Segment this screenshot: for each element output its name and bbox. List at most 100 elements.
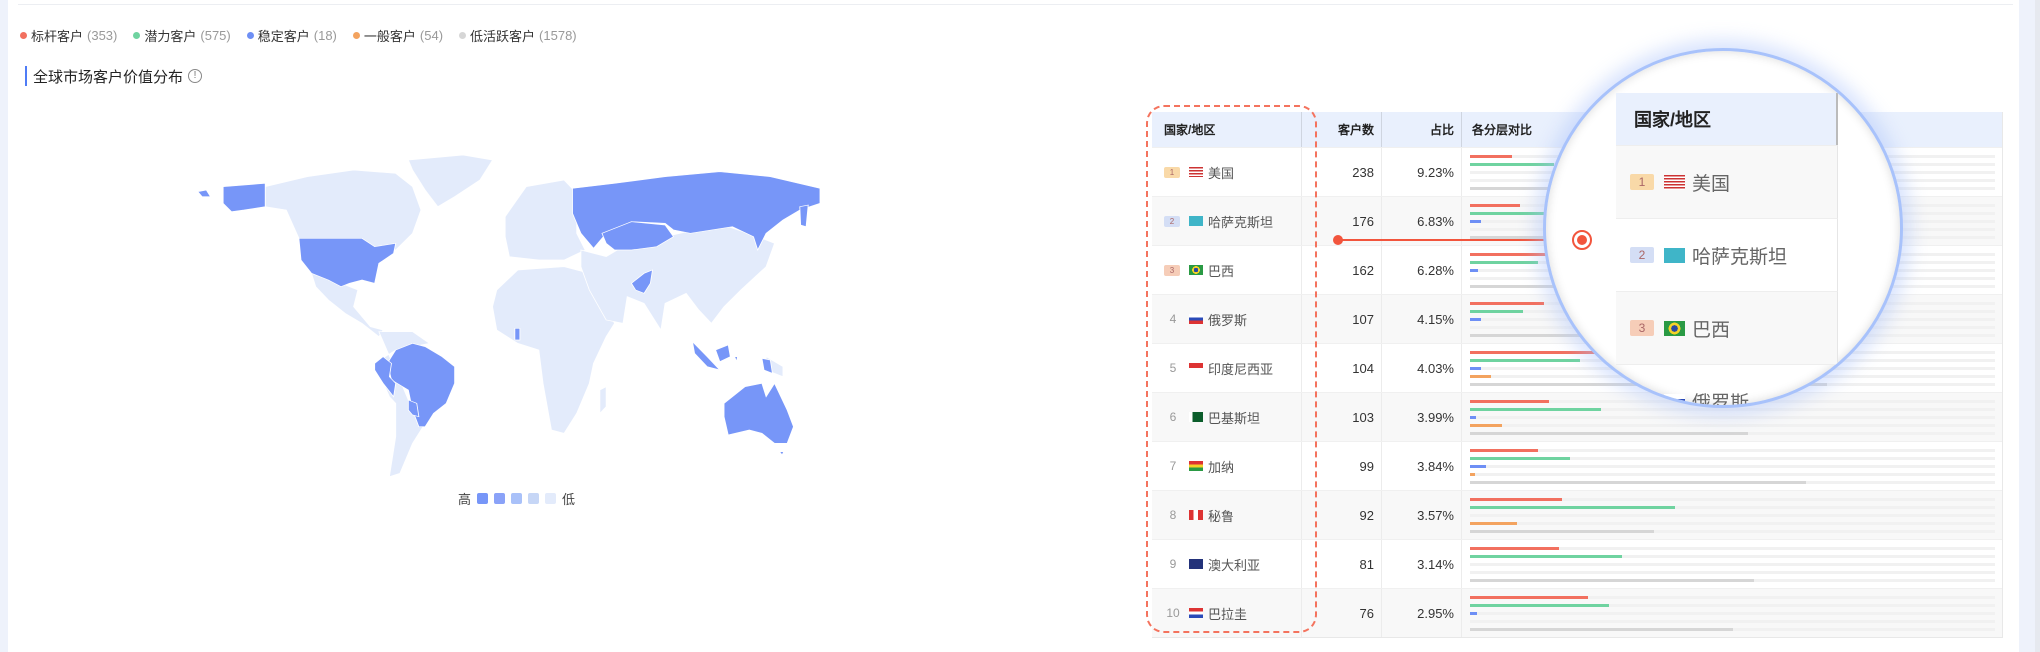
ratio-cell: 4.03% xyxy=(1382,344,1462,392)
tier-bar-0 xyxy=(1470,400,1549,403)
flag-au-icon xyxy=(1189,559,1203,569)
legend-item[interactable]: 标杆客户 (353) xyxy=(20,26,117,45)
country-australia xyxy=(778,451,785,456)
tier-bar-2 xyxy=(1470,269,1478,272)
legend-dot-icon xyxy=(459,32,467,39)
tiers-cell xyxy=(1462,540,2002,588)
tier-bar-0 xyxy=(1470,351,1602,354)
magnified-row: 1 美国 xyxy=(1616,145,1838,218)
magnified-row: 2 哈萨克斯坦 xyxy=(1616,218,1838,291)
country-cell: 2 哈萨克斯坦 xyxy=(1152,197,1302,245)
scale-swatch xyxy=(511,493,523,504)
country-indonesia xyxy=(761,357,773,374)
tier-bar-4 xyxy=(1470,628,1733,631)
tier-bar-0 xyxy=(1470,302,1544,305)
scrollbar[interactable] xyxy=(2035,0,2040,652)
flag-kz-icon xyxy=(1189,216,1203,226)
country-name: 巴基斯坦 xyxy=(1208,410,1261,426)
country-cell: 1 美国 xyxy=(1152,148,1302,196)
region-madagascar xyxy=(599,386,607,415)
table-row[interactable]: 7 加纳 99 3.84% xyxy=(1152,441,2002,490)
country-russia xyxy=(799,204,809,228)
table-row[interactable]: 10 巴拉圭 76 2.95% xyxy=(1152,588,2002,637)
tier-bar-track xyxy=(1470,563,1995,566)
tier-bar-track xyxy=(1470,579,1995,582)
customers-cell: 99 xyxy=(1302,442,1382,490)
magnified-country-name: 美国 xyxy=(1692,173,1731,195)
tier-bar-track xyxy=(1470,604,1995,607)
rank-number: 9 xyxy=(1169,557,1177,571)
world-map[interactable] xyxy=(160,150,820,490)
table-row[interactable]: 9 澳大利亚 81 3.14% xyxy=(1152,539,2002,588)
tier-bar-0 xyxy=(1470,547,1560,550)
country-usa xyxy=(222,182,266,213)
scale-swatch xyxy=(477,493,489,504)
divider xyxy=(18,4,2013,5)
header-tiers: 各分层对比 xyxy=(1472,123,1533,137)
tiers-cell xyxy=(1462,589,2002,637)
ratio-cell: 4.15% xyxy=(1382,295,1462,343)
flag-id-icon xyxy=(1189,363,1203,373)
country-cell: 7 加纳 xyxy=(1152,442,1302,490)
customers-cell: 81 xyxy=(1302,540,1382,588)
legend-item[interactable]: 潜力客户 (575) xyxy=(133,26,231,45)
legend-count: (18) xyxy=(313,28,337,43)
tier-bar-track xyxy=(1470,473,1995,476)
rank-number: 6 xyxy=(1169,410,1177,424)
tier-bar-1 xyxy=(1470,457,1570,460)
rank-crown-icon: 3 xyxy=(1630,320,1654,336)
tier-bar-track xyxy=(1470,596,1995,599)
info-circle-icon[interactable]: ! xyxy=(188,69,203,83)
country-peru xyxy=(374,356,397,398)
legend-dot-icon xyxy=(20,32,27,39)
tier-bar-1 xyxy=(1470,359,1581,362)
flag-us-icon xyxy=(1189,167,1203,177)
header-country[interactable]: 国家/地区 xyxy=(1152,112,1302,147)
tier-bar-0 xyxy=(1470,596,1589,599)
country-name: 秘鲁 xyxy=(1208,508,1235,524)
callout-line xyxy=(1338,239,1582,241)
legend-dot-icon xyxy=(133,32,141,39)
tier-bar-track xyxy=(1470,547,1995,550)
country-cell: 5 印度尼西亚 xyxy=(1152,344,1302,392)
legend-item[interactable]: 低活跃客户 (1578) xyxy=(459,26,577,45)
rank-crown-icon: 1 xyxy=(1164,166,1180,178)
legend-count: (54) xyxy=(419,28,444,43)
rank-number: 4 xyxy=(1169,312,1177,326)
tier-bar-track xyxy=(1470,449,1995,452)
tier-bar-1 xyxy=(1470,555,1623,558)
customers-cell: 103 xyxy=(1302,393,1382,441)
customers-cell: 107 xyxy=(1302,295,1382,343)
table-row[interactable]: 6 巴基斯坦 103 3.99% xyxy=(1152,392,2002,441)
flag-ru-icon xyxy=(1664,393,1685,405)
tiers-cell xyxy=(1462,442,2002,490)
header-customers[interactable]: 客户数 xyxy=(1302,112,1382,147)
country-brazil xyxy=(386,342,456,427)
table-row[interactable]: 8 秘鲁 92 3.57% xyxy=(1152,490,2002,539)
country-cell: 6 巴基斯坦 xyxy=(1152,393,1302,441)
tier-bar-track xyxy=(1470,416,1995,419)
tier-bar-track xyxy=(1470,481,1995,484)
legend-item[interactable]: 稳定客户 (18) xyxy=(246,26,337,45)
ratio-cell: 3.14% xyxy=(1382,540,1462,588)
magnifier-callout: 国家/地区 1 美国 2 哈萨克斯坦 3 巴西 4 俄罗斯 xyxy=(1543,48,1903,408)
tier-bar-3 xyxy=(1470,522,1518,525)
legend-label: 潜力客户 xyxy=(144,29,197,44)
magnified-row: 3 巴西 xyxy=(1616,291,1838,364)
header-ratio[interactable]: 占比 xyxy=(1382,112,1462,147)
flag-pe-icon xyxy=(1189,510,1203,520)
tier-bar-4 xyxy=(1470,481,1806,484)
country-name: 巴西 xyxy=(1208,263,1235,279)
tier-bar-track xyxy=(1470,408,1995,411)
legend-item[interactable]: 一般客户 (54) xyxy=(352,26,444,45)
right-gutter xyxy=(2019,0,2040,652)
country-cell: 3 巴西 xyxy=(1152,246,1302,294)
magnified-country-name: 巴西 xyxy=(1692,319,1731,341)
tier-bar-2 xyxy=(1470,465,1486,468)
country-cell: 4 俄罗斯 xyxy=(1152,295,1302,343)
rank-crown-icon: 2 xyxy=(1164,215,1180,227)
legend-label: 低活跃客户 xyxy=(470,29,536,44)
country-cell: 8 秘鲁 xyxy=(1152,491,1302,539)
ratio-cell: 9.23% xyxy=(1382,148,1462,196)
country-cell: 9 澳大利亚 xyxy=(1152,540,1302,588)
